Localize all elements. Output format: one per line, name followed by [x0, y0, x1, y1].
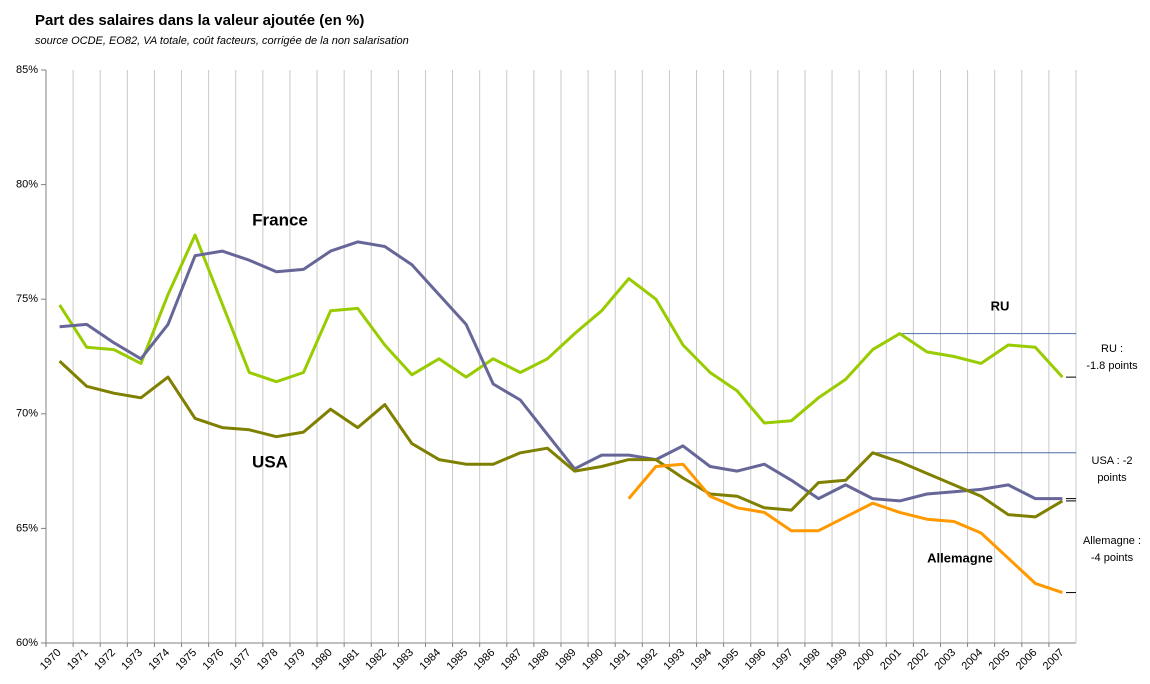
- annotation: -4 points: [1091, 552, 1134, 564]
- x-tick-label: 1988: [526, 647, 552, 673]
- series-label: RU: [991, 298, 1010, 313]
- x-tick-label: 2007: [1041, 647, 1067, 673]
- y-tick-label: 60%: [16, 637, 38, 649]
- x-tick-label: 1992: [634, 647, 660, 673]
- x-tick-label: 2003: [932, 647, 958, 673]
- x-tick-label: 1972: [92, 647, 118, 673]
- x-tick-label: 1998: [797, 647, 823, 673]
- y-tick-label: 85%: [16, 64, 38, 76]
- x-tick-label: 1973: [119, 647, 145, 673]
- chart-title: Part des salaires dans la valeur ajoutée…: [35, 12, 364, 29]
- x-tick-label: 2001: [878, 647, 904, 673]
- x-tick-label: 1976: [201, 647, 227, 673]
- annotation: USA : -2: [1092, 455, 1133, 467]
- annotation: RU :: [1101, 343, 1123, 355]
- x-tick-label: 1982: [363, 647, 389, 673]
- x-tick-label: 1981: [336, 647, 362, 673]
- series-line: [59, 240, 1063, 503]
- annotation: -1.8 points: [1086, 360, 1138, 372]
- series-line: [58, 360, 1064, 519]
- x-tick-label: 1993: [661, 647, 687, 673]
- x-tick-label: 1986: [472, 647, 498, 673]
- series-label: France: [252, 210, 308, 229]
- x-tick-label: 1997: [770, 647, 796, 673]
- x-tick-label: 1995: [716, 647, 742, 673]
- series-label: Allemagne: [927, 550, 993, 565]
- series-line: [627, 462, 1063, 595]
- x-tick-label: 2004: [960, 647, 986, 673]
- x-tick-label: 1971: [65, 647, 91, 673]
- x-tick-label: 1994: [688, 647, 714, 673]
- x-tick-label: 1978: [255, 647, 281, 673]
- annotation: points: [1097, 472, 1127, 484]
- x-tick-label: 1977: [228, 647, 254, 673]
- x-tick-label: 1979: [282, 647, 308, 673]
- x-tick-label: 1996: [743, 647, 769, 673]
- x-tick-label: 1989: [553, 647, 579, 673]
- y-tick-label: 70%: [16, 408, 38, 420]
- x-tick-label: 1991: [607, 647, 633, 673]
- x-tick-label: 2002: [905, 647, 931, 673]
- x-tick-label: 1974: [146, 647, 172, 673]
- y-tick-label: 65%: [16, 522, 38, 534]
- x-tick-label: 1983: [390, 647, 416, 673]
- series-label: USA: [252, 452, 288, 471]
- x-tick-label: 1987: [499, 647, 525, 673]
- y-tick-label: 80%: [16, 179, 38, 191]
- y-tick-label: 75%: [16, 293, 38, 305]
- x-tick-label: 1970: [38, 647, 64, 673]
- x-tick-label: 2000: [851, 647, 877, 673]
- annotation: Allemagne :: [1083, 535, 1141, 547]
- x-tick-label: 1990: [580, 647, 606, 673]
- x-tick-label: 1980: [309, 647, 335, 673]
- chart-subtitle: source OCDE, EO82, VA totale, coût facte…: [35, 35, 409, 47]
- series-line: [58, 233, 1064, 425]
- x-tick-label: 1975: [173, 647, 199, 673]
- x-tick-label: 2006: [1014, 647, 1040, 673]
- x-tick-label: 1984: [417, 647, 443, 673]
- x-tick-label: 1985: [445, 647, 471, 673]
- x-tick-label: 2005: [987, 647, 1013, 673]
- x-tick-label: 1999: [824, 647, 850, 673]
